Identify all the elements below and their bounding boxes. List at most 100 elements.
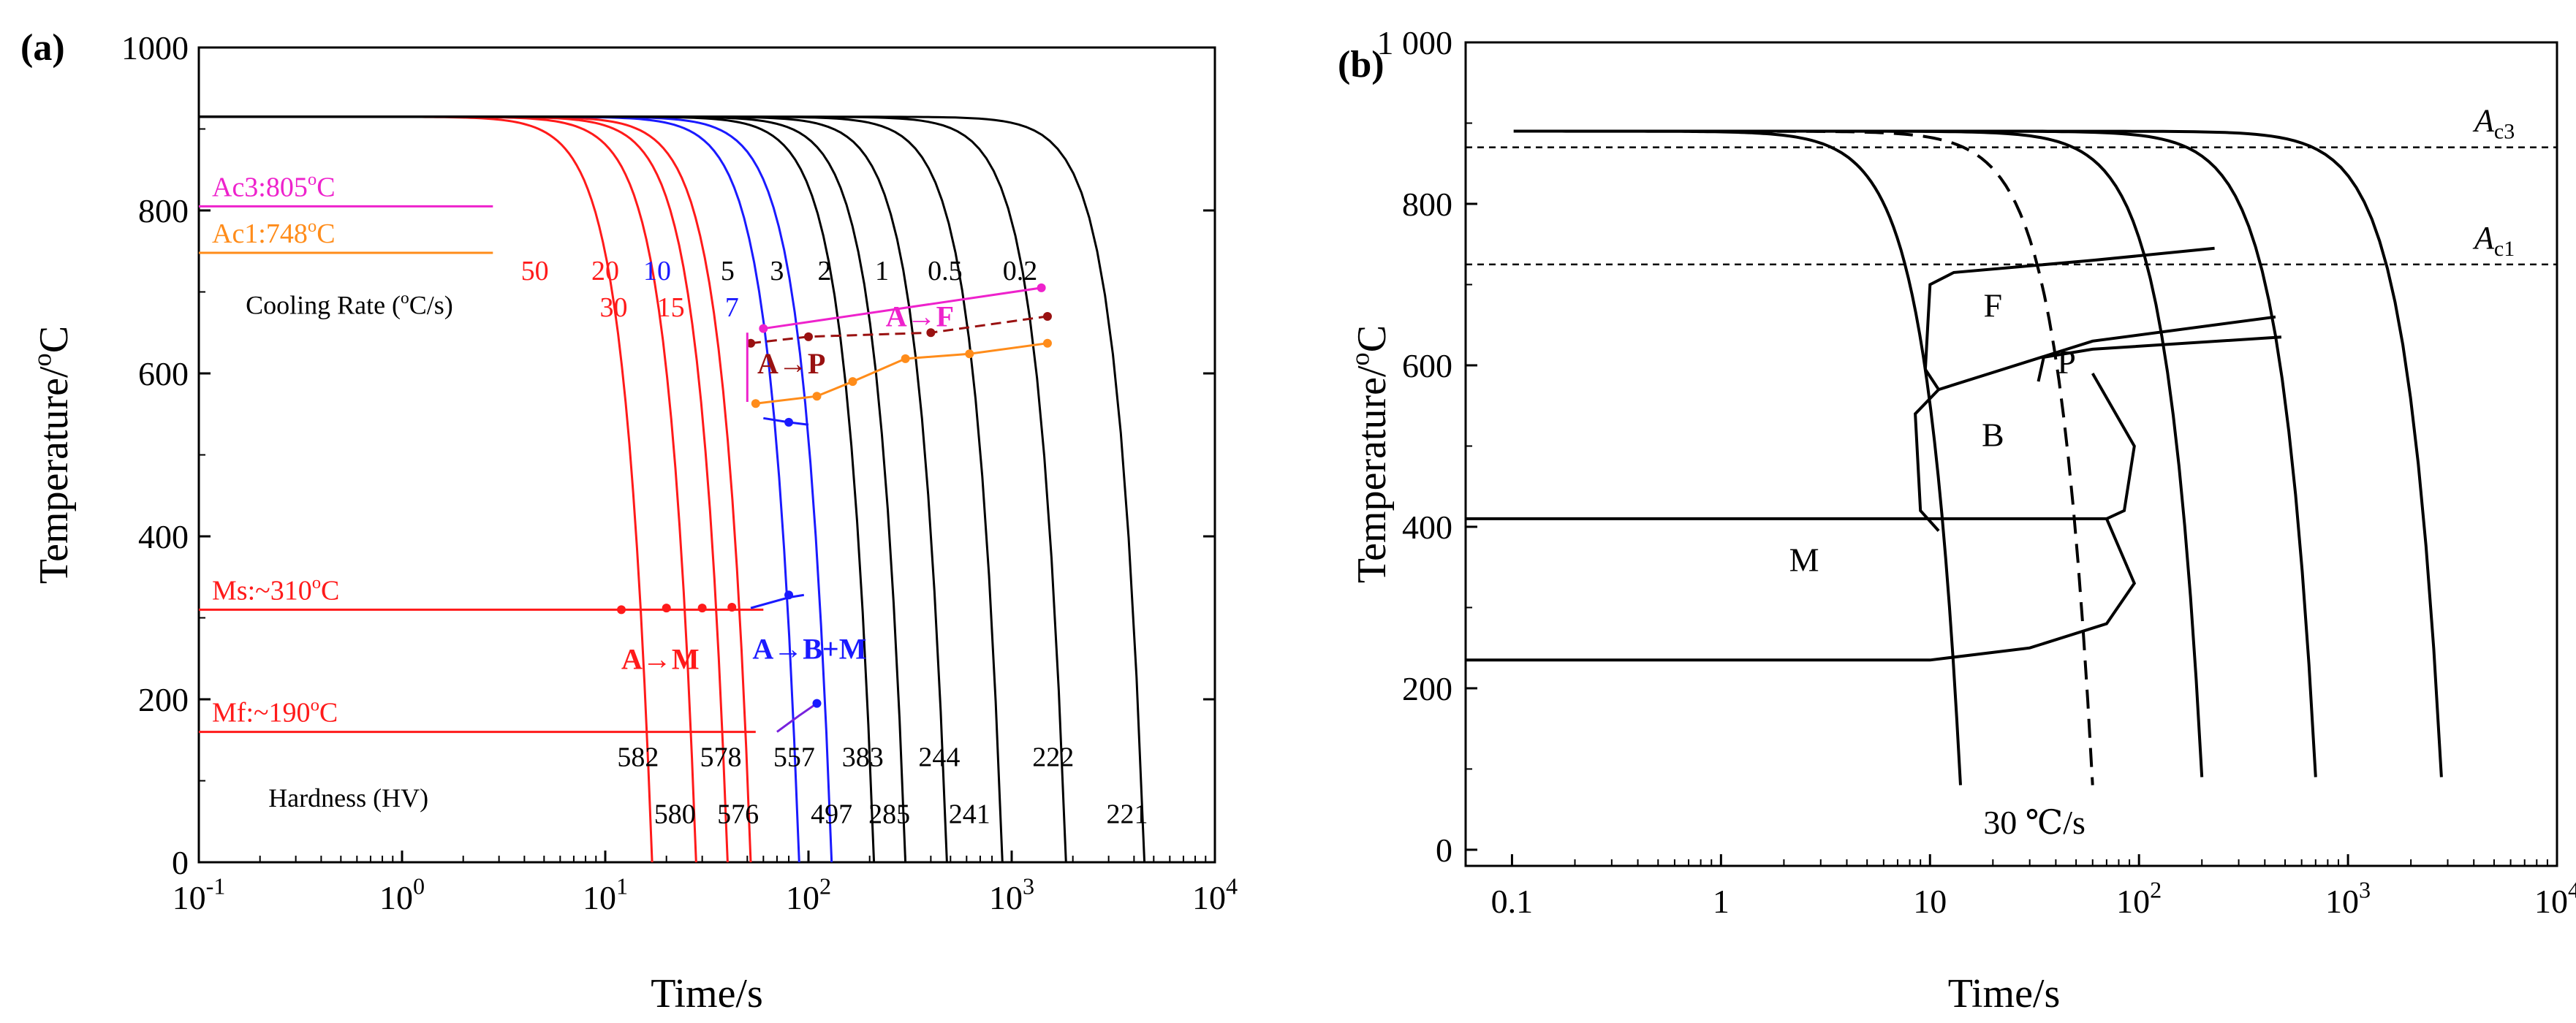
y-axis-label-a: Temperature/oC xyxy=(28,326,77,584)
critical-line-label-3: Mf:~190oC xyxy=(212,695,338,728)
pearlite-finish-boundary xyxy=(2037,335,2282,382)
cooling-curve-b-2 xyxy=(1513,129,2204,777)
annotation-2: A→M xyxy=(621,643,700,676)
y-tick-label-a: 800 xyxy=(138,192,189,229)
cooling-rate-label-b: 30 ℃/s xyxy=(1983,804,2086,841)
region-label-F: F xyxy=(1984,287,2003,324)
transformation-point xyxy=(697,604,707,613)
bainite-start-boundary xyxy=(1914,388,1940,532)
martensite-boundary xyxy=(1466,517,2137,662)
critical-cooling-curve xyxy=(1513,129,2094,786)
y-tick-label-b: 400 xyxy=(1402,509,1452,546)
critical-line-label-1: Ac1:748oC xyxy=(212,216,336,249)
y-tick-label-a: 400 xyxy=(138,518,189,555)
transformation-point xyxy=(759,324,768,333)
reference-label-c1: Ac1 xyxy=(2472,220,2515,261)
annotation-3: A→B+M xyxy=(752,632,866,665)
transformation-point xyxy=(1037,283,1046,292)
x-tick-label-b: 103 xyxy=(2325,876,2371,920)
x-tick-label-b: 1 xyxy=(1713,883,1730,920)
transformation-point xyxy=(804,332,813,341)
hardness-label-5: 383 xyxy=(842,742,884,772)
transformation-point xyxy=(746,338,756,348)
transformation-curve-2 xyxy=(755,342,1048,405)
bainite-right-boundary xyxy=(2091,373,2136,520)
region-label-M: M xyxy=(1789,541,1819,579)
x-tick-label-b: 104 xyxy=(2534,876,2576,920)
cooling-rate-label-20: 20 xyxy=(591,256,619,286)
hardness-label-30: 580 xyxy=(654,799,696,829)
cooling-rate-label-2: 2 xyxy=(818,256,832,286)
transformation-point xyxy=(784,417,794,427)
y-tick-label-b: 800 xyxy=(1402,186,1452,223)
y-tick-label-a: 600 xyxy=(138,355,189,392)
cooling-rate-label-15: 15 xyxy=(657,292,685,323)
hardness-label-10: 557 xyxy=(773,742,815,772)
annotation-1: A→P xyxy=(757,347,825,380)
transformation-point xyxy=(965,349,974,359)
hardness-label-50: 582 xyxy=(617,742,659,772)
y-tick-label-a: 1000 xyxy=(121,29,189,66)
transformation-point xyxy=(662,604,671,613)
transformation-point xyxy=(751,399,760,408)
hardness-label-0.2: 221 xyxy=(1106,799,1148,829)
x-tick-label-a: 102 xyxy=(786,872,831,916)
panel-label-b: (b) xyxy=(1338,44,1384,85)
bainite-start-line xyxy=(750,593,805,609)
x-tick-label-b: 102 xyxy=(2116,876,2162,920)
y-tick-label-b: 0 xyxy=(1436,832,1452,869)
cooling-curve-b-0 xyxy=(1513,129,1962,786)
panel-b-cct-diagram: (b) 0 200 400 600 800 1 000 0.1 1 10 102 103 104 Time… xyxy=(1338,24,2576,1016)
x-tick-label-a: 104 xyxy=(1192,872,1238,916)
region-label-P: P xyxy=(2057,343,2076,381)
hardness-label-0.5: 222 xyxy=(1032,742,1074,772)
transformation-point xyxy=(901,354,910,363)
transformation-point xyxy=(1042,338,1052,348)
transformation-point xyxy=(727,603,737,612)
x-tick-label-b: 10 xyxy=(1913,883,1947,920)
x-tick-label-b: 0.1 xyxy=(1491,883,1534,920)
hardness-label-1: 241 xyxy=(949,799,990,829)
cooling-curve-0.2 xyxy=(199,115,1146,863)
cooling-rate-label-10: 10 xyxy=(643,256,671,286)
cooling-rate-label-1: 1 xyxy=(875,256,889,286)
y-tick-label-b: 600 xyxy=(1402,347,1452,384)
x-tick-label-a: 103 xyxy=(989,872,1034,916)
plot-frame-a xyxy=(197,46,1216,864)
cooling-rate-label-0.2: 0.2 xyxy=(1003,256,1038,286)
transformation-point xyxy=(848,377,857,387)
cooling-rate-label-7: 7 xyxy=(725,292,739,323)
annotation-5: Hardness (HV) xyxy=(268,783,428,813)
cooling-curve-b-4 xyxy=(1513,129,2443,777)
y-tick-label-b: 200 xyxy=(1402,670,1452,707)
cooling-rate-label-50: 50 xyxy=(521,256,549,286)
x-tick-label-a: 100 xyxy=(379,872,425,916)
annotation-4: Cooling Rate (oC/s) xyxy=(246,289,453,319)
hardness-label-7: 497 xyxy=(811,799,852,829)
reference-label-c3: Ac3 xyxy=(2472,103,2515,144)
cooling-rate-label-30: 30 xyxy=(600,292,628,323)
cooling-rate-label-0.5: 0.5 xyxy=(928,256,963,286)
martensite-finish-marker xyxy=(776,702,818,733)
transformation-curve-1 xyxy=(750,315,1048,345)
hardness-label-2: 244 xyxy=(918,742,960,772)
y-tick-label-a: 200 xyxy=(138,681,189,718)
annotation-0: A→F xyxy=(886,300,954,332)
critical-line-label-0: Ac3:805oC xyxy=(212,170,336,202)
hardness-label-20: 578 xyxy=(700,742,741,772)
transformation-point xyxy=(617,605,626,615)
x-tick-label-a: 10-1 xyxy=(173,872,226,916)
transformation-point xyxy=(926,328,936,338)
pearlite-start-boundary xyxy=(1924,315,2276,392)
hardness-label-15: 576 xyxy=(717,799,759,829)
y-tick-label-a: 0 xyxy=(172,844,189,881)
x-tick-label-a: 101 xyxy=(583,872,628,916)
transformation-point xyxy=(812,699,822,708)
transformation-point xyxy=(1042,311,1052,321)
hardness-label-3: 285 xyxy=(868,799,910,829)
x-axis-label-a: Time/s xyxy=(651,971,763,1016)
panel-label-a: (a) xyxy=(20,27,65,69)
transformation-point xyxy=(812,392,822,401)
